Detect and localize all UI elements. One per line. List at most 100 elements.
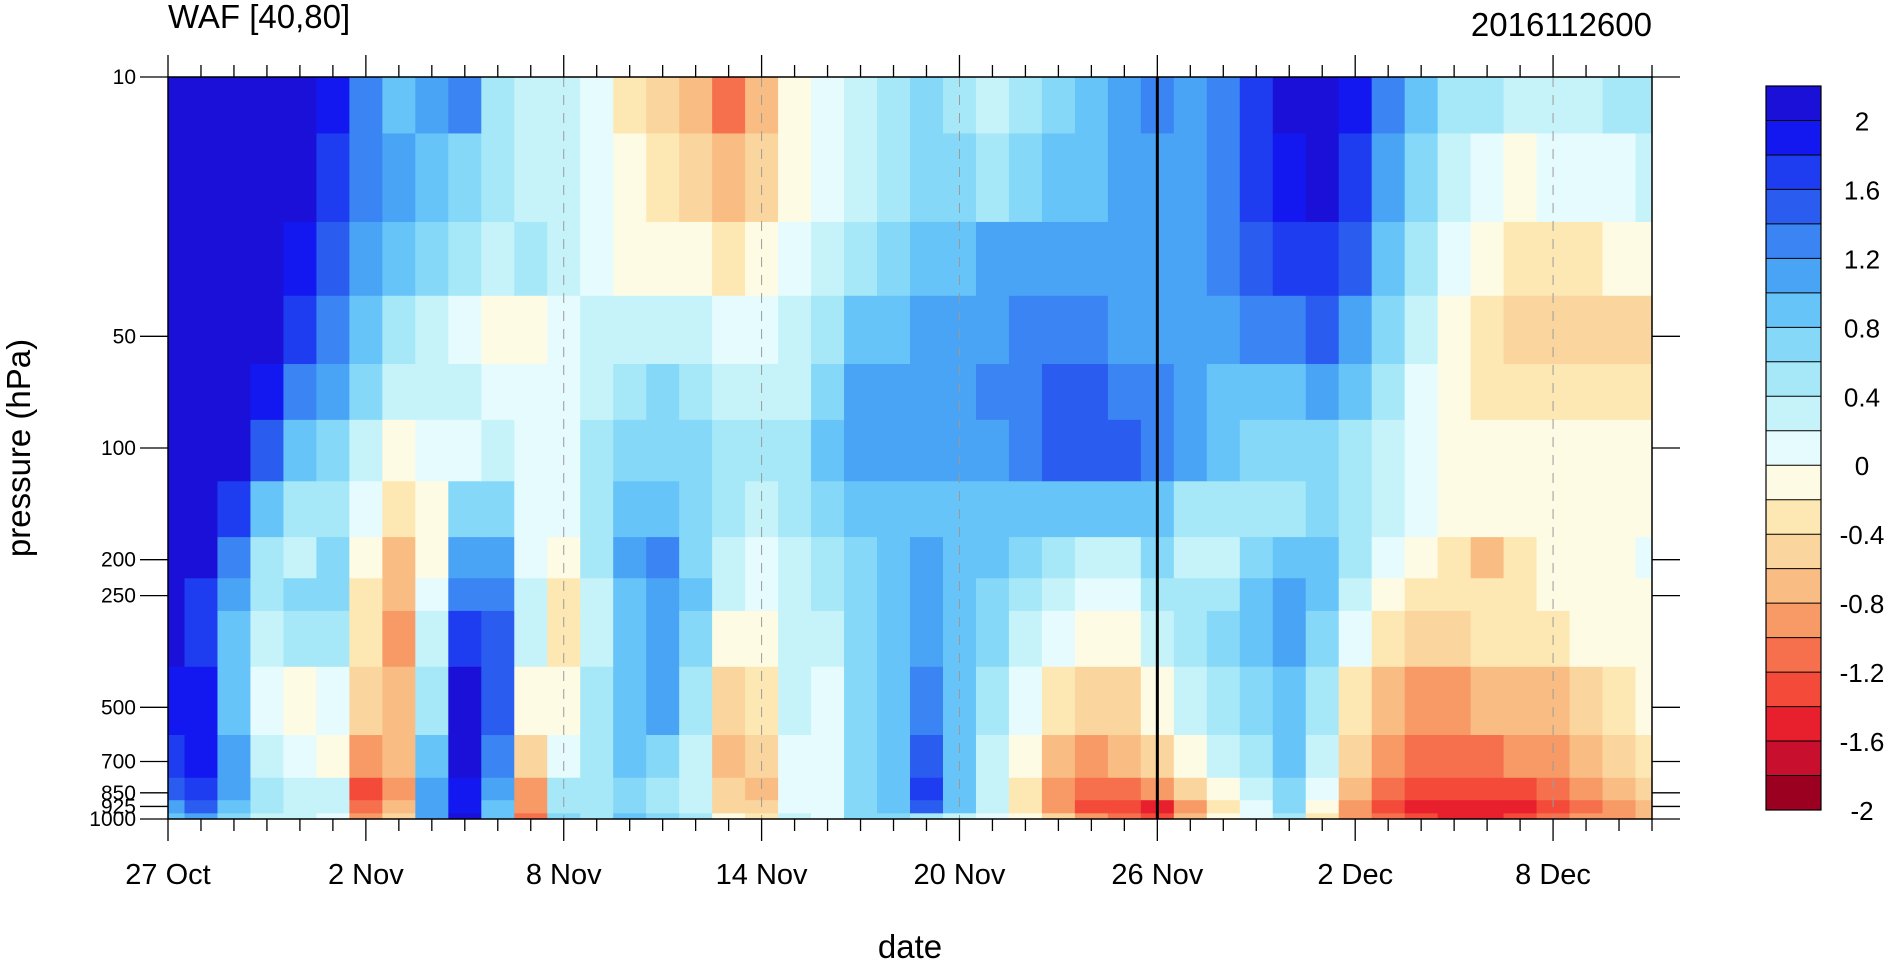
contour-cell: [481, 777, 515, 801]
colorbar-swatch: [1766, 534, 1821, 570]
x-tick-label: 2 Dec: [1317, 859, 1393, 891]
contour-cell: [1404, 132, 1439, 222]
contour-cell: [1470, 480, 1505, 538]
contour-cell: [349, 132, 383, 222]
contour-cell: [1074, 610, 1109, 667]
contour-cell: [250, 577, 285, 611]
contour-cell: [382, 734, 416, 778]
contour-cell: [481, 132, 515, 222]
x-axis: 27 Oct 2 Nov 8 Nov 14 Nov 20 Nov 26 Nov 2 Dec 8…: [125, 55, 1653, 891]
contour-cell: [1305, 777, 1340, 801]
contour-cell: [1107, 132, 1142, 222]
contour-cell: [217, 666, 252, 736]
contour-cell: [1371, 536, 1406, 579]
dashed-gridlines: [563, 77, 1554, 819]
contour-cell: [778, 777, 812, 801]
contour-cell: [613, 295, 647, 365]
contour-cell: [1635, 610, 1652, 667]
contour-cell: [679, 666, 713, 736]
contour-cell: [975, 221, 1010, 296]
contour-cell: [844, 536, 878, 579]
contour-cell: [1338, 666, 1373, 736]
colorbar-swatch: [1766, 189, 1821, 225]
contour-cell: [1602, 577, 1637, 611]
contour-cell: [613, 577, 647, 611]
contour-cell: [1107, 419, 1142, 482]
colorbar-label: 1.6: [1844, 175, 1880, 205]
contour-cell: [1107, 221, 1142, 296]
y-axis-label: pressure (hPa): [0, 339, 37, 557]
contour-cell: [712, 734, 746, 778]
y-tick-label: 1000: [89, 808, 136, 831]
contour-cell: [844, 799, 878, 814]
contour-cell: [1470, 734, 1505, 778]
contour-cell: [316, 536, 350, 579]
contour-cell: [1470, 610, 1505, 667]
contour-cell: [168, 480, 186, 538]
contour-cell: [1206, 812, 1241, 819]
contour-cell: [316, 480, 350, 538]
contour-cell: [712, 77, 746, 134]
contour-cell: [580, 221, 614, 296]
contour-cell: [217, 363, 252, 420]
contour-cell: [613, 363, 647, 420]
contour-cell: [481, 610, 515, 667]
contour-cell: [1305, 132, 1340, 222]
colorbar-swatch: [1766, 292, 1821, 328]
contour-cell: [250, 812, 285, 819]
contour-cell: [1470, 295, 1505, 365]
contour-cell: [217, 536, 252, 579]
contour-cell: [1338, 77, 1373, 134]
contour-cell: [580, 132, 614, 222]
contour-cell: [1107, 812, 1142, 819]
contour-cell: [811, 610, 845, 667]
contour-cell: [910, 610, 944, 667]
contour-cell: [1305, 363, 1340, 420]
colorbar-label: -0.4: [1840, 520, 1885, 550]
contour-cell: [646, 666, 680, 736]
contour-cell: [448, 666, 482, 736]
contour-cell: [184, 812, 219, 819]
contour-cell: [877, 132, 911, 222]
contour-cell: [679, 812, 713, 819]
chart-title-right: 2016112600: [1471, 6, 1652, 43]
contour-cell: [910, 577, 944, 611]
contour-cell: [250, 536, 285, 579]
contour-cell: [349, 812, 383, 819]
contour-cell: [975, 577, 1010, 611]
contour-cell: [1602, 295, 1637, 365]
contour-cell: [250, 734, 285, 778]
contour-cell: [778, 734, 812, 778]
contour-cell: [184, 666, 219, 736]
contour-cell: [1338, 132, 1373, 222]
contour-cell: [514, 132, 548, 222]
contour-cell: [811, 295, 845, 365]
contour-cell: [1008, 799, 1043, 814]
contour-cell: [547, 734, 581, 778]
contour-cell: [1635, 295, 1652, 365]
contour-cell: [1206, 363, 1241, 420]
contour-cell: [975, 799, 1010, 814]
contour-cell: [283, 610, 317, 667]
contour-cell: [1338, 295, 1373, 365]
contour-cell: [580, 777, 614, 801]
contour-cell: [283, 799, 317, 814]
contour-cell: [910, 480, 944, 538]
contour-cell: [1404, 221, 1439, 296]
contour-cell: [1404, 77, 1439, 134]
contour-cell: [580, 295, 614, 365]
x-axis-label: date: [878, 928, 942, 962]
contour-cell: [514, 295, 548, 365]
contour-cell: [975, 734, 1010, 778]
colorbar-swatch: [1766, 672, 1821, 708]
contour-cell: [1371, 480, 1406, 538]
contour-cell: [844, 132, 878, 222]
contour-cell: [1602, 777, 1637, 801]
colorbar-swatch: [1766, 775, 1821, 811]
contour-cell: [910, 77, 944, 134]
contour-cell: [1206, 536, 1241, 579]
contour-cell: [448, 799, 482, 814]
contour-cell: [1536, 734, 1571, 778]
